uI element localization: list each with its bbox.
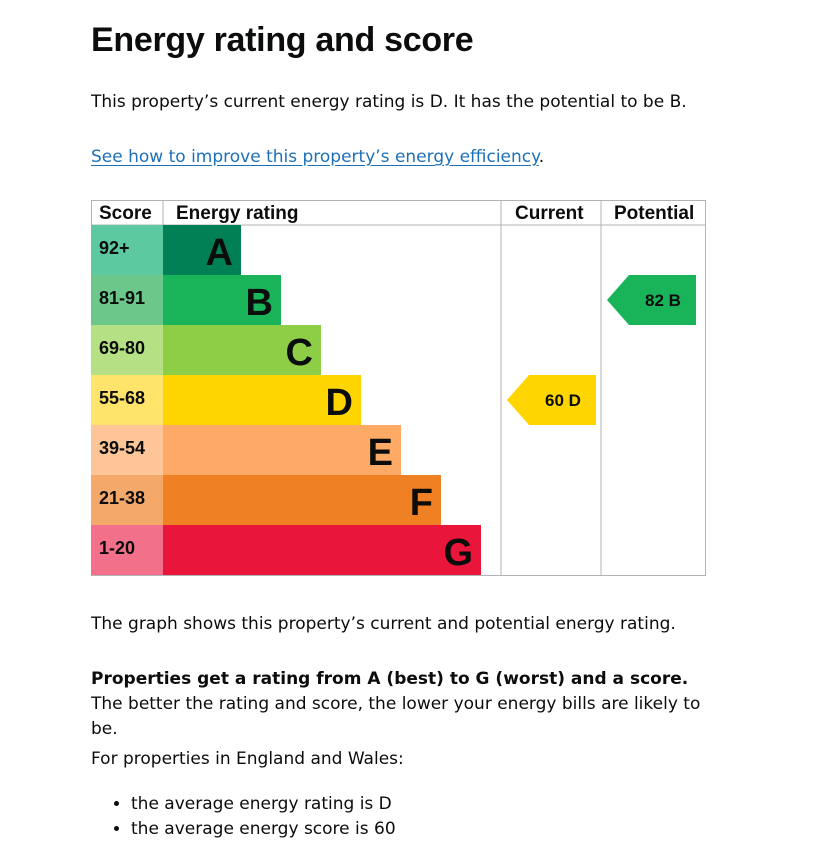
score-cell-e — [91, 425, 163, 475]
improve-efficiency-link[interactable]: See how to improve this property’s energ… — [91, 147, 539, 167]
band-bar-f — [163, 475, 441, 525]
intro-text: This property’s current energy rating is… — [91, 92, 687, 112]
header-score: Score — [99, 203, 152, 224]
band-letter-f: F — [410, 482, 433, 524]
band-bar-g — [163, 525, 481, 575]
band-bar-a — [163, 225, 241, 275]
band-bar-d — [163, 375, 361, 425]
score-cell-b — [91, 275, 163, 325]
score-label-f: 21-38 — [99, 488, 145, 508]
band-bar-b — [163, 275, 281, 325]
score-cell-g — [91, 525, 163, 575]
average-score-item: the average energy score is 60 — [131, 817, 396, 842]
score-cell-f — [91, 475, 163, 525]
header-energy-rating: Energy rating — [176, 203, 298, 224]
averages-list: the average energy rating is D the avera… — [91, 792, 396, 842]
rating-explainer-rest: The better the rating and score, the low… — [91, 694, 701, 739]
average-rating-item: the average energy rating is D — [131, 792, 396, 817]
band-letter-c: C — [286, 332, 313, 374]
page-title: Energy rating and score — [91, 21, 474, 59]
score-label-c: 69-80 — [99, 338, 145, 358]
region-intro: For properties in England and Wales: — [91, 749, 404, 769]
potential-rating-arrow — [607, 275, 696, 325]
score-label-e: 39-54 — [99, 438, 145, 458]
current-rating-arrow-label: 60 D — [545, 391, 581, 410]
score-cell-d — [91, 375, 163, 425]
improve-link-suffix: . — [538, 147, 545, 167]
score-cell-a — [91, 225, 163, 275]
current-rating-arrow — [507, 375, 596, 425]
graph-description: The graph shows this property’s current … — [91, 614, 676, 634]
band-bar-e — [163, 425, 401, 475]
rating-explainer-bold: Properties get a rating from A (best) to… — [91, 669, 689, 689]
improve-link-line: See how to improve this property’s energ… — [91, 145, 721, 170]
energy-rating-svg: Score Energy rating Current Potential 92+ A 81… — [91, 200, 706, 576]
band-bar-c — [163, 325, 321, 375]
header-potential: Potential — [614, 203, 694, 224]
score-label-d: 55-68 — [99, 388, 145, 408]
potential-rating-arrow-label: 82 B — [645, 291, 681, 310]
rating-explainer: Properties get a rating from A (best) to… — [91, 667, 721, 742]
score-label-g: 1-20 — [99, 538, 135, 558]
score-label-a: 92+ — [99, 238, 130, 258]
energy-rating-chart: Score Energy rating Current Potential 92+ A 81… — [91, 200, 706, 576]
band-letter-e: E — [368, 432, 393, 474]
header-current: Current — [515, 203, 584, 224]
band-letter-a: A — [206, 232, 233, 274]
score-cell-c — [91, 325, 163, 375]
band-letter-b: B — [246, 282, 273, 324]
band-letter-g: G — [443, 532, 473, 574]
band-letter-d: D — [326, 382, 353, 424]
score-label-b: 81-91 — [99, 288, 145, 308]
